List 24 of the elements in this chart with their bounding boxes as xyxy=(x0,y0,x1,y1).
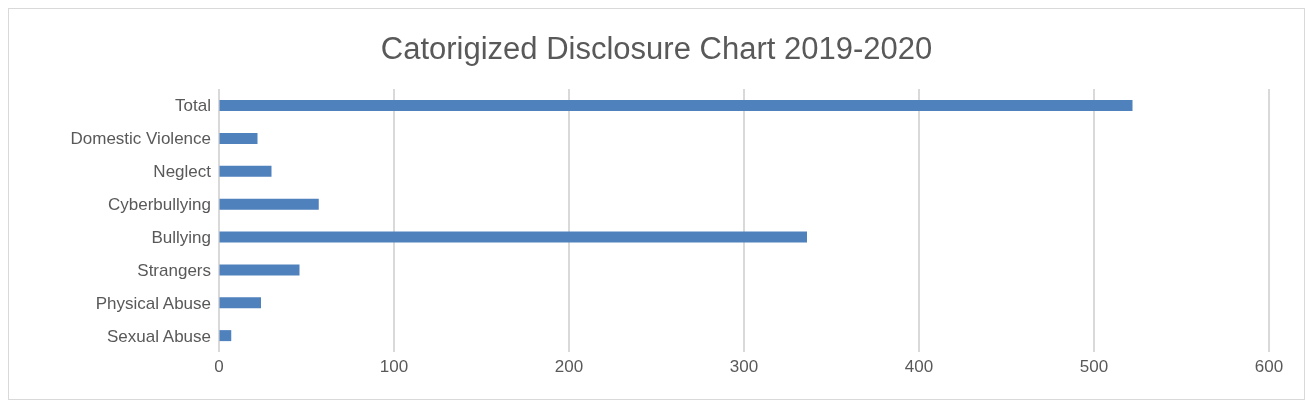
x-tick-label: 500 xyxy=(1079,357,1109,377)
bar xyxy=(219,297,261,309)
x-tick-label: 400 xyxy=(904,357,934,377)
bar xyxy=(219,100,1133,111)
y-tick-label: Cyberbullying xyxy=(108,195,211,215)
bar xyxy=(219,330,232,342)
y-tick-label: Physical Abuse xyxy=(95,293,211,313)
y-tick-label: Neglect xyxy=(153,162,212,182)
chart-title: Catorigized Disclosure Chart 2019-2020 xyxy=(379,31,934,68)
x-tick-label: 100 xyxy=(379,357,409,377)
bar xyxy=(219,231,807,243)
x-tick-label: 0 xyxy=(214,357,224,377)
bar xyxy=(219,132,258,144)
bar xyxy=(219,264,300,276)
x-tick-label: 300 xyxy=(729,357,759,377)
x-tick-label: 600 xyxy=(1254,357,1284,377)
y-tick-label: Bullying xyxy=(151,227,211,247)
bar xyxy=(219,198,319,210)
y-tick-label: Sexual Abuse xyxy=(107,326,211,346)
y-tick-label: Domestic Violence xyxy=(70,129,211,149)
y-tick-label: Strangers xyxy=(137,260,211,280)
x-tick-label: 200 xyxy=(554,357,584,377)
bar xyxy=(219,165,272,177)
y-tick-label: Total xyxy=(175,96,211,116)
